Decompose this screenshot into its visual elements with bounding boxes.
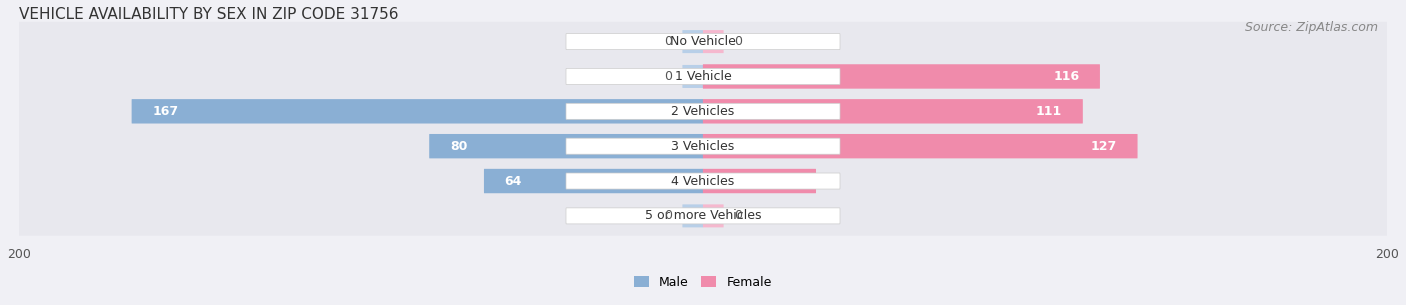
Text: Source: ZipAtlas.com: Source: ZipAtlas.com bbox=[1244, 21, 1378, 34]
Text: 116: 116 bbox=[1053, 70, 1080, 83]
FancyBboxPatch shape bbox=[484, 169, 703, 193]
Text: 167: 167 bbox=[152, 105, 179, 118]
FancyBboxPatch shape bbox=[682, 30, 703, 53]
Text: 0: 0 bbox=[664, 35, 672, 48]
Text: 0: 0 bbox=[734, 210, 742, 222]
Text: 5 or more Vehicles: 5 or more Vehicles bbox=[645, 210, 761, 222]
Text: VEHICLE AVAILABILITY BY SEX IN ZIP CODE 31756: VEHICLE AVAILABILITY BY SEX IN ZIP CODE … bbox=[18, 7, 398, 22]
Text: 33: 33 bbox=[778, 174, 796, 188]
Text: 3 Vehicles: 3 Vehicles bbox=[672, 140, 734, 153]
Text: 127: 127 bbox=[1091, 140, 1116, 153]
FancyBboxPatch shape bbox=[703, 169, 815, 193]
FancyBboxPatch shape bbox=[703, 134, 1137, 158]
Text: 0: 0 bbox=[664, 210, 672, 222]
Text: 1 Vehicle: 1 Vehicle bbox=[675, 70, 731, 83]
FancyBboxPatch shape bbox=[429, 134, 703, 158]
Text: 0: 0 bbox=[734, 35, 742, 48]
FancyBboxPatch shape bbox=[18, 161, 1388, 201]
FancyBboxPatch shape bbox=[18, 22, 1388, 61]
FancyBboxPatch shape bbox=[132, 99, 703, 124]
FancyBboxPatch shape bbox=[682, 204, 703, 228]
FancyBboxPatch shape bbox=[567, 138, 839, 154]
FancyBboxPatch shape bbox=[567, 68, 839, 84]
FancyBboxPatch shape bbox=[18, 57, 1388, 96]
Text: 0: 0 bbox=[664, 70, 672, 83]
FancyBboxPatch shape bbox=[703, 99, 1083, 124]
FancyBboxPatch shape bbox=[18, 126, 1388, 166]
FancyBboxPatch shape bbox=[18, 196, 1388, 236]
FancyBboxPatch shape bbox=[703, 204, 724, 228]
FancyBboxPatch shape bbox=[567, 34, 839, 50]
Text: 64: 64 bbox=[505, 174, 522, 188]
Legend: Male, Female: Male, Female bbox=[630, 271, 776, 294]
Text: 111: 111 bbox=[1036, 105, 1062, 118]
FancyBboxPatch shape bbox=[703, 64, 1099, 89]
FancyBboxPatch shape bbox=[567, 173, 839, 189]
FancyBboxPatch shape bbox=[567, 103, 839, 119]
FancyBboxPatch shape bbox=[703, 30, 724, 53]
FancyBboxPatch shape bbox=[18, 92, 1388, 131]
FancyBboxPatch shape bbox=[682, 65, 703, 88]
FancyBboxPatch shape bbox=[567, 208, 839, 224]
Text: 80: 80 bbox=[450, 140, 467, 153]
Text: No Vehicle: No Vehicle bbox=[671, 35, 735, 48]
Text: 4 Vehicles: 4 Vehicles bbox=[672, 174, 734, 188]
Text: 2 Vehicles: 2 Vehicles bbox=[672, 105, 734, 118]
